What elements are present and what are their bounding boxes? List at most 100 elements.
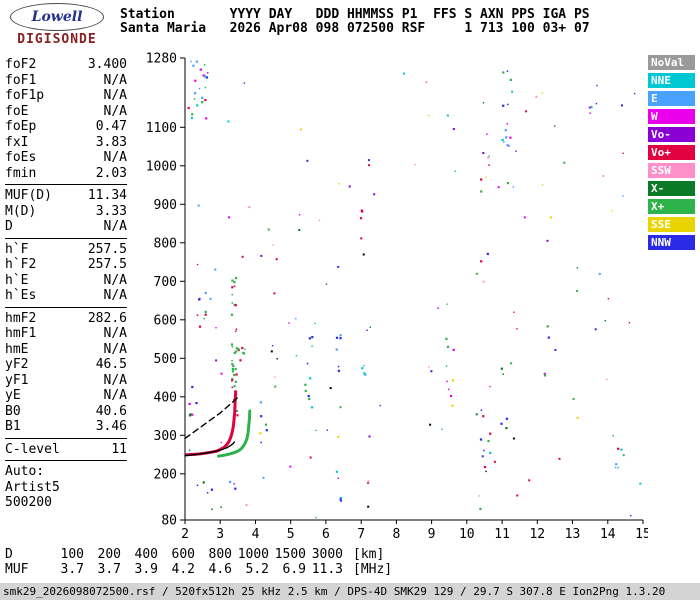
muf-value: 3.7	[60, 562, 84, 577]
param-row-h`Es: h`Es N/A	[5, 288, 127, 304]
param-label: hmF1	[5, 326, 37, 341]
param-row-yE: yE N/A	[5, 388, 127, 404]
muf-row: MUF 3.7 3.7 3.9 4.2 4.6 5.2 6.9 11.3 [MHz]	[5, 562, 392, 577]
muf-values: 3.7 3.7 3.9 4.2 4.6 5.2 6.9 11.3	[47, 562, 343, 577]
param-row-fxI: fxI 3.83	[5, 135, 127, 151]
param-value: N/A	[103, 388, 127, 403]
d-unit: [km]	[353, 547, 385, 562]
y-tick-label: 400	[154, 390, 177, 405]
param-row-h`F2: h`F2 257.5	[5, 257, 127, 273]
param-row-MUF(D): MUF(D) 11.34	[5, 188, 127, 204]
param-label: B0	[5, 403, 21, 419]
param-label: h`F2	[5, 257, 37, 272]
param-value: 11	[111, 441, 127, 457]
legend-item-SSW: SSW	[648, 163, 695, 178]
muf-value: 4.2	[171, 562, 195, 577]
legend-item-Vo+: Vo+	[648, 145, 695, 160]
param-value: 40.6	[95, 403, 127, 419]
param-separator	[5, 184, 127, 185]
param-row-D: D N/A	[5, 219, 127, 235]
y-tick-label: 800	[154, 236, 177, 251]
x-tick-label: 14	[600, 527, 616, 542]
distance-value: 200	[97, 547, 121, 562]
muf-value: 6.9	[282, 562, 306, 577]
param-label: yE	[5, 388, 21, 403]
parameter-panel: foF2 3.400 foF1 N/A foF1p N/A foE N/A foEp 0.47 fx…	[5, 57, 127, 511]
muf-value: 11.3	[311, 562, 343, 577]
muf-row-label: MUF	[5, 562, 29, 577]
y-tick-label: 80	[161, 514, 177, 529]
interference-dots	[187, 60, 623, 510]
legend-item-X-: X-	[648, 181, 695, 196]
distance-value: 800	[208, 547, 232, 562]
param-value: N/A	[103, 288, 127, 303]
profile-curve	[184, 441, 236, 457]
lowell-digisonde-logo: Lowell DIGISONDE	[8, 3, 106, 47]
param-separator	[5, 237, 127, 239]
param-value: N/A	[103, 272, 127, 288]
param-label: foEp	[5, 119, 37, 134]
param-value: 2.03	[95, 165, 127, 181]
y-tick-label: 700	[154, 275, 177, 290]
distance-value: 1000	[237, 547, 269, 562]
param-label: D	[5, 219, 13, 234]
param-value: 0.47	[95, 119, 127, 134]
muf-distance-table: D 100 200 400 600 800 1000 1500 3000 [km] MUF 3…	[5, 547, 392, 577]
x-tick-label: 8	[392, 527, 400, 542]
legend-item-X+: X+	[648, 199, 695, 214]
param-row-foF1p: foF1p N/A	[5, 88, 127, 104]
axes	[180, 57, 644, 524]
x-tick-label: 9	[428, 527, 436, 542]
param-row-foF1: foF1 N/A	[5, 73, 127, 89]
param-label: h`E	[5, 272, 29, 288]
profile-extrapolation	[184, 396, 239, 440]
param-label: h`Es	[5, 288, 37, 303]
param-value: N/A	[103, 72, 127, 88]
param-value: 282.6	[87, 310, 127, 326]
legend-item-SSE: SSE	[648, 217, 695, 232]
y-tick-label: 600	[154, 313, 177, 328]
param-row-foF2: foF2 3.400	[5, 57, 127, 73]
autoscaling-info-line: Auto:	[5, 464, 45, 479]
y-tick-label: 1000	[146, 159, 177, 174]
y-tick-label: 1100	[146, 121, 177, 136]
param-row-B0: B0 40.6	[5, 404, 127, 420]
param-row-foEp: foEp 0.47	[5, 119, 127, 135]
legend-item-W: W	[648, 109, 695, 124]
distance-value: 400	[134, 547, 158, 562]
autoscaling-info-line: Artist5	[5, 479, 60, 495]
x-tick-label: 6	[322, 527, 330, 542]
distance-value: 100	[60, 547, 84, 562]
x-tick-label: 7	[357, 527, 365, 542]
distance-value: 1500	[274, 547, 306, 562]
param-value: N/A	[103, 372, 127, 388]
param-label: foEs	[5, 150, 37, 165]
param-value: 3.400	[87, 57, 127, 72]
o-mode-trace	[184, 390, 238, 457]
param-value: N/A	[103, 341, 127, 357]
param-label: foF2	[5, 57, 37, 72]
muf-value: 5.2	[245, 562, 269, 577]
x-tick-label: 5	[287, 527, 295, 542]
x-tick-label: 10	[459, 527, 475, 542]
legend-item-NNE: NNE	[648, 73, 695, 88]
param-label: M(D)	[5, 203, 37, 219]
param-label: fmin	[5, 165, 37, 181]
param-label: B1	[5, 419, 21, 434]
param-row-M(D): M(D) 3.33	[5, 204, 127, 220]
param-value: 46.5	[95, 357, 127, 372]
param-label: foF1p	[5, 88, 45, 103]
param-value: N/A	[103, 88, 127, 103]
param-label: fxI	[5, 134, 29, 150]
param-label: foF1	[5, 72, 37, 88]
y-tick-label: 500	[154, 352, 177, 367]
autoscaling-info-line: 500200	[5, 495, 52, 510]
param-label: hmF2	[5, 310, 37, 326]
param-label: yF1	[5, 372, 29, 388]
muf-unit: [MHz]	[353, 562, 393, 577]
param-row-h`E: h`E N/A	[5, 273, 127, 289]
y-tick-label: 200	[154, 467, 177, 482]
y-tick-label: 300	[154, 429, 177, 444]
muf-value: 4.6	[208, 562, 232, 577]
